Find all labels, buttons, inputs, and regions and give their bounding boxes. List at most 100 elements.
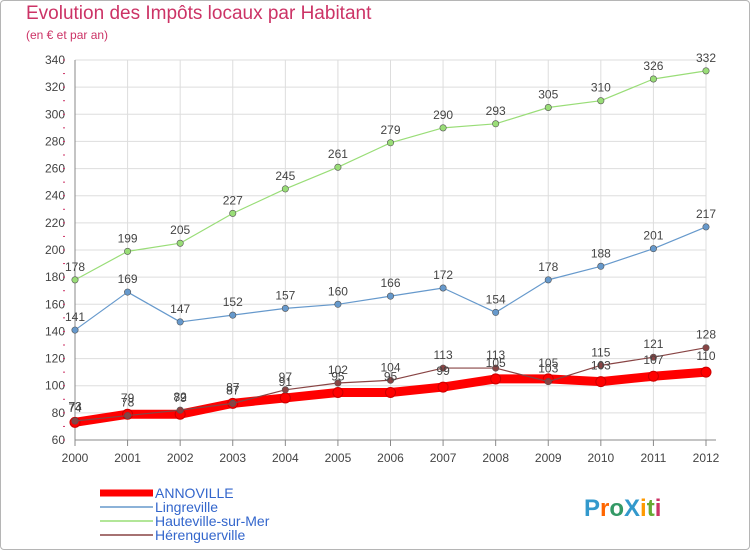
data-label: 141 bbox=[65, 310, 85, 324]
logo-letter: P bbox=[584, 495, 600, 522]
data-point bbox=[439, 364, 447, 372]
data-label: 113 bbox=[486, 348, 505, 362]
x-tick-label: 2011 bbox=[641, 451, 667, 465]
data-point bbox=[702, 344, 710, 352]
data-point bbox=[490, 373, 502, 385]
legend-label: Lingreville bbox=[155, 499, 218, 515]
data-label: 97 bbox=[279, 370, 293, 384]
data-point bbox=[544, 104, 552, 112]
data-point bbox=[439, 124, 447, 132]
data-label: 279 bbox=[380, 123, 400, 137]
chart-title: Evolution des Impôts locaux par Habitant bbox=[26, 3, 372, 24]
data-label: 82 bbox=[173, 390, 187, 404]
data-point bbox=[124, 288, 132, 296]
axes: 60 80 100 120 140 160 180 200 220 240 260 280 300 320… bbox=[45, 53, 720, 465]
data-point bbox=[386, 292, 394, 300]
y-tick-label: 180 bbox=[45, 270, 65, 284]
data-label: 293 bbox=[486, 104, 506, 118]
y-tick-label: 80 bbox=[52, 406, 66, 420]
data-label: 217 bbox=[696, 207, 716, 221]
data-label: 102 bbox=[328, 363, 348, 377]
data-point bbox=[649, 353, 657, 361]
logo-letter: r bbox=[600, 495, 609, 522]
legend-label: Hauteville-sur-Mer bbox=[155, 513, 270, 529]
logo-letter: t bbox=[647, 495, 655, 522]
series-layer bbox=[69, 67, 712, 428]
data-point bbox=[544, 276, 552, 284]
data-point bbox=[386, 376, 394, 384]
x-tick-label: 2000 bbox=[62, 451, 89, 465]
data-point bbox=[649, 245, 657, 253]
data-point bbox=[492, 364, 500, 372]
data-label: 157 bbox=[275, 288, 295, 302]
data-label: 245 bbox=[275, 169, 295, 183]
data-point bbox=[71, 326, 79, 334]
data-label: 95 bbox=[331, 370, 345, 384]
x-tick-label: 2002 bbox=[167, 451, 194, 465]
data-label: 87 bbox=[226, 383, 240, 397]
data-label: 103 bbox=[538, 362, 558, 376]
y-tick-label: 280 bbox=[45, 134, 65, 148]
data-label: 188 bbox=[591, 246, 611, 260]
data-label: 147 bbox=[170, 302, 190, 316]
data-point bbox=[124, 412, 132, 420]
y-tick-label: 60 bbox=[52, 433, 66, 447]
data-label: 310 bbox=[591, 81, 611, 95]
data-point bbox=[597, 361, 605, 369]
x-tick-label: 2007 bbox=[430, 451, 457, 465]
data-label: 78 bbox=[121, 396, 135, 410]
data-point bbox=[176, 318, 184, 326]
data-label: 227 bbox=[223, 193, 243, 207]
data-point bbox=[332, 387, 344, 398]
data-point bbox=[700, 366, 712, 378]
data-point bbox=[437, 381, 449, 393]
y-tick-label: 140 bbox=[45, 324, 65, 338]
data-point bbox=[279, 392, 291, 404]
data-label: 107 bbox=[643, 353, 663, 367]
legend-label: ANNOVILLE bbox=[155, 485, 234, 501]
data-label: 105 bbox=[538, 356, 558, 370]
data-point bbox=[386, 139, 394, 147]
x-tick-label: 2001 bbox=[114, 451, 141, 465]
data-point bbox=[597, 97, 605, 105]
logo-letter: o bbox=[609, 495, 624, 522]
data-label: 166 bbox=[380, 276, 400, 290]
data-label: 74 bbox=[68, 401, 82, 415]
x-tick-label: 2003 bbox=[219, 451, 246, 465]
y-tick-label: 260 bbox=[45, 162, 65, 176]
y-tick-label: 300 bbox=[45, 107, 65, 121]
legend: ANNOVILLELingrevilleHauteville-sur-MerHé… bbox=[100, 485, 270, 543]
data-label: 261 bbox=[328, 147, 348, 161]
data-label: 305 bbox=[538, 88, 558, 102]
data-point bbox=[492, 308, 500, 316]
data-label: 104 bbox=[380, 360, 400, 374]
proxiti-logo: ProXiti bbox=[584, 495, 661, 522]
data-point bbox=[176, 239, 184, 247]
data-label: 326 bbox=[643, 59, 663, 73]
chart-subtitle: (en € et par an) bbox=[26, 28, 109, 42]
data-label: 115 bbox=[591, 345, 610, 359]
data-point bbox=[229, 399, 237, 407]
data-label: 79 bbox=[173, 391, 187, 405]
data-label: 152 bbox=[223, 295, 243, 309]
data-point bbox=[595, 376, 607, 388]
data-label: 205 bbox=[170, 223, 190, 237]
data-label: 332 bbox=[696, 51, 716, 65]
data-label: 160 bbox=[328, 284, 348, 298]
data-point bbox=[334, 300, 342, 308]
data-point bbox=[649, 75, 657, 83]
y-tick-label: 340 bbox=[45, 53, 65, 67]
data-point bbox=[702, 223, 710, 231]
data-point bbox=[492, 120, 500, 128]
data-point bbox=[229, 209, 237, 217]
data-label: 99 bbox=[436, 364, 450, 378]
x-tick-label: 2009 bbox=[535, 451, 562, 465]
data-label: 91 bbox=[279, 375, 293, 389]
data-point bbox=[385, 387, 396, 398]
data-point bbox=[334, 163, 342, 171]
data-label: 290 bbox=[433, 108, 453, 122]
y-tick-label: 160 bbox=[45, 297, 65, 311]
x-tick-label: 2012 bbox=[693, 451, 720, 465]
